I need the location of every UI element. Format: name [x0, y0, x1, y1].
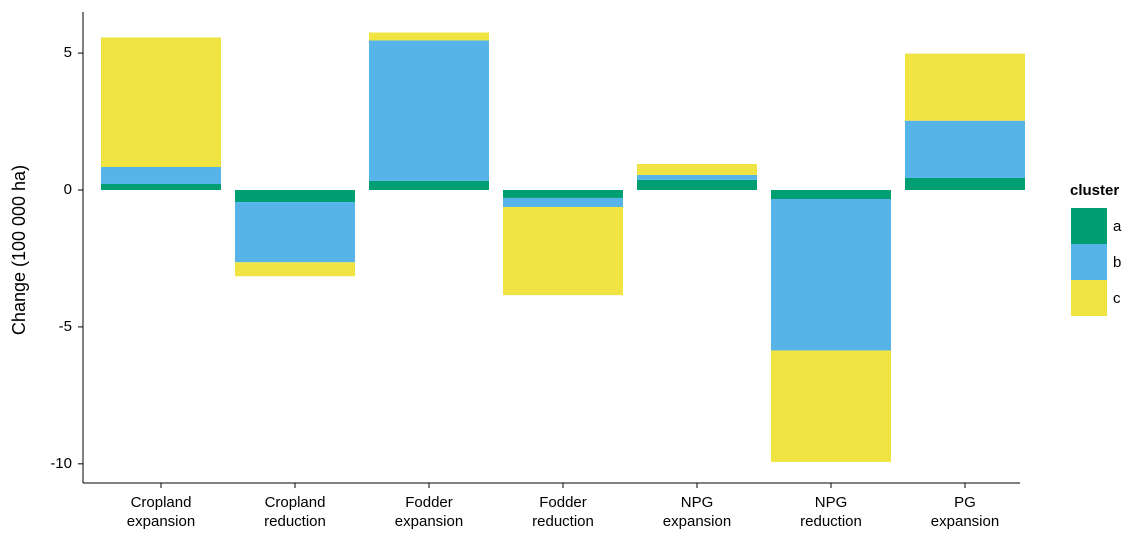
- bar-segment: [235, 189, 355, 203]
- legend-key: [1071, 208, 1107, 244]
- bar-segment: [637, 179, 757, 190]
- bar-segment: [101, 183, 221, 190]
- x-tick-label: NPG reduction: [800, 494, 862, 530]
- y-axis-label: Change (100 000 ha): [9, 165, 29, 335]
- y-tick-label: -10: [50, 455, 72, 472]
- x-tick-label: Cropland expansion: [127, 494, 195, 530]
- bar-segment: [905, 177, 1025, 190]
- bar-segment: [771, 189, 891, 200]
- bar-segment: [905, 53, 1025, 121]
- y-tick-label: 5: [64, 44, 72, 61]
- x-tick-label: PG expansion: [931, 494, 999, 530]
- bar-segment: [503, 189, 623, 198]
- bar-segment: [637, 163, 757, 175]
- bar-segment: [101, 166, 221, 184]
- bar-segment: [503, 197, 623, 207]
- legend-title: cluster: [1070, 182, 1119, 199]
- y-tick-label: 0: [64, 181, 72, 198]
- x-tick-label: Fodder expansion: [395, 494, 463, 530]
- bar-segment: [369, 180, 489, 190]
- bar-segment: [503, 206, 623, 296]
- bar-segment: [369, 40, 489, 181]
- x-tick-label: Cropland reduction: [264, 494, 326, 530]
- legend-label: b: [1113, 254, 1121, 271]
- legend-label: a: [1113, 218, 1122, 235]
- x-tick-label: NPG expansion: [663, 494, 731, 530]
- bar-segment: [369, 32, 489, 41]
- legend-key: [1071, 244, 1107, 280]
- legend-label: c: [1113, 290, 1121, 307]
- bar-segment: [235, 262, 355, 277]
- bar-segment: [235, 202, 355, 263]
- bar-segment: [905, 120, 1025, 178]
- bar-segment: [771, 350, 891, 462]
- x-tick-label: Fodder reduction: [532, 494, 594, 530]
- bar-segment: [101, 37, 221, 167]
- bar-segment: [637, 174, 757, 180]
- y-tick-label: -5: [59, 318, 72, 335]
- bar-segment: [771, 199, 891, 351]
- legend-key: [1071, 280, 1107, 316]
